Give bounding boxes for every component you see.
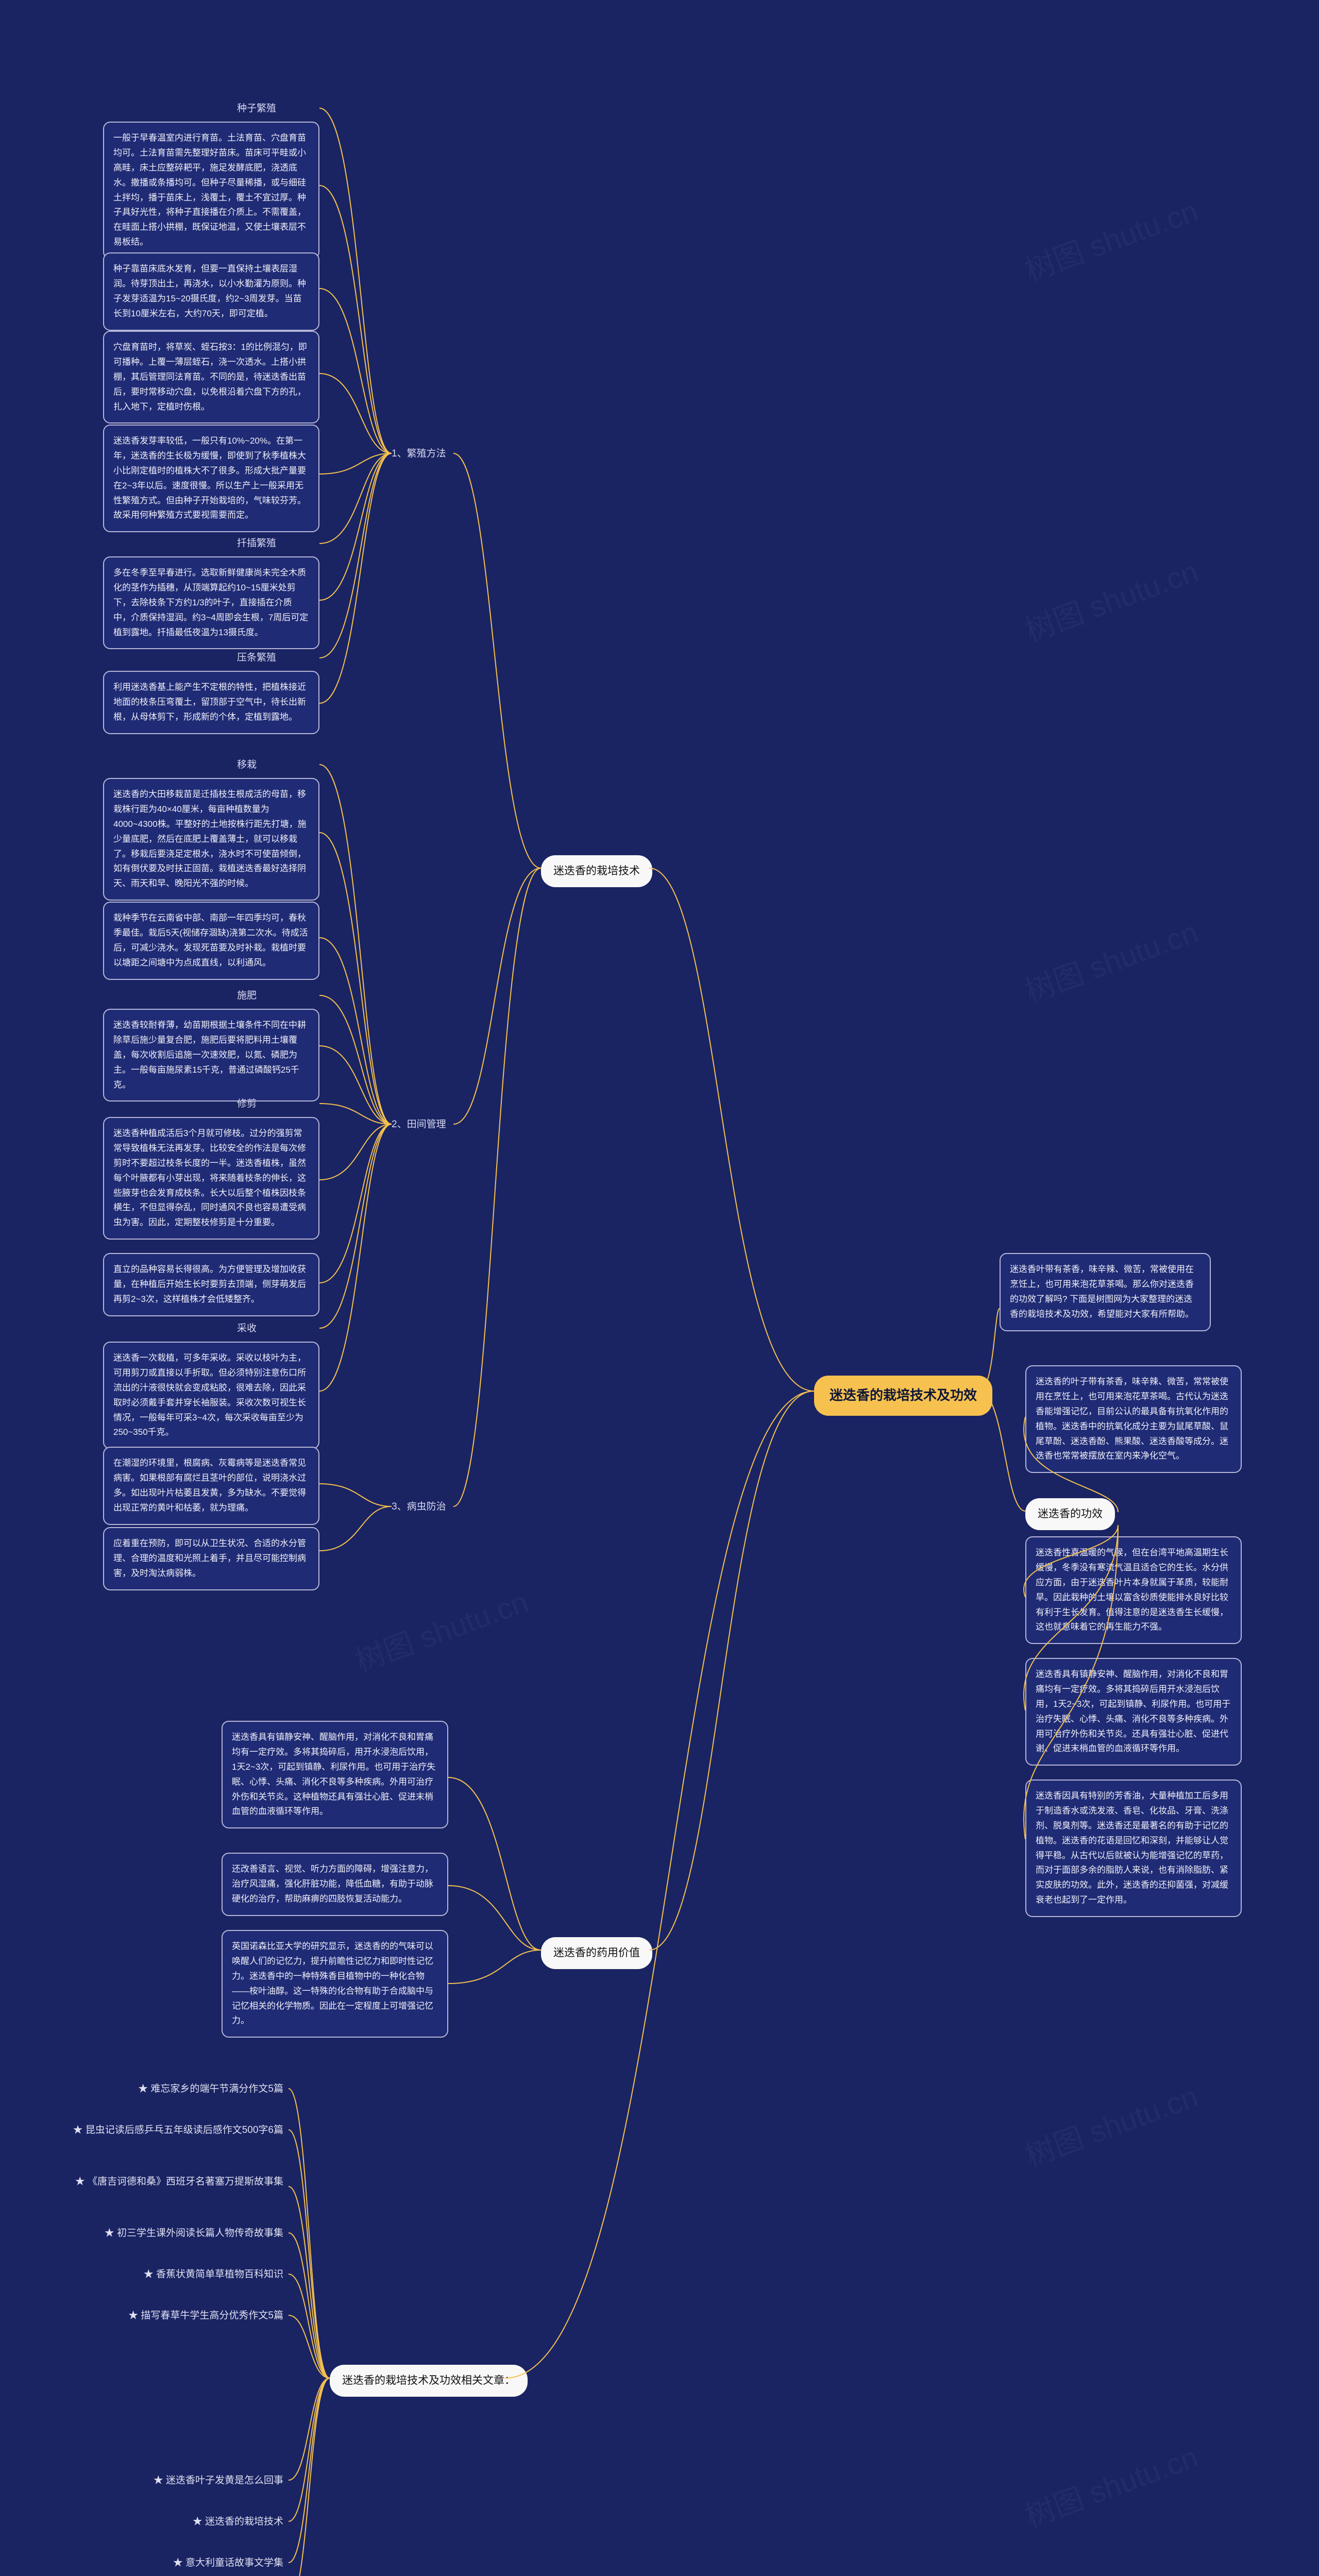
effects-item-1: 迷迭香性喜温暖的气候，但在台湾平地高温期生长缓慢，冬季没有寒流气温且适合它的生长… bbox=[1025, 1536, 1242, 1644]
medicinal-item-1: 还改善语言、视觉、听力方面的障碍，增强注意力，治疗风湿痛，强化肝脏功能，降低血糖… bbox=[222, 1853, 448, 1916]
effects-item-3: 迷迭香因具有特别的芳香油，大量种植加工后多用于制造香水或洗发液、香皂、化妆品、牙… bbox=[1025, 1780, 1242, 1917]
related-item-8[interactable]: ★ 意大利童话故事文学集 bbox=[149, 2555, 283, 2571]
root-node[interactable]: 迷迭香的栽培技术及功效 bbox=[814, 1376, 992, 1416]
watermark: 树图 shutu.cn bbox=[1018, 187, 1203, 289]
related-item-7[interactable]: ★ 迷迭香的栽培技术 bbox=[160, 2514, 283, 2530]
prop-item-7: 压条繁殖 bbox=[237, 650, 276, 666]
related-item-5[interactable]: ★ 描写春草牛学生高分优秀作文5篇 bbox=[93, 2308, 283, 2324]
related-item-4[interactable]: ★ 香蕉状黄简单草植物百科知识 bbox=[113, 2267, 283, 2282]
intro-text: 迷迭香叶带有茶香，味辛辣、微苦，常被使用在烹饪上，也可用来泡花草茶喝。那么你对迷… bbox=[1001, 1254, 1210, 1330]
medicinal-item-2: 英国诺森比亚大学的研究显示，迷迭香的的气味可以唤醒人们的记忆力，提升前瞻性记忆力… bbox=[222, 1930, 448, 2038]
section-propagation-label: 1、繁殖方法 bbox=[392, 446, 446, 462]
field-item-3: 施肥 bbox=[237, 988, 257, 1004]
branch-cultivation[interactable]: 迷迭香的栽培技术 bbox=[541, 855, 652, 887]
leaf-text: 栽种季节在云南省中部、南部一年四季均可，春秋季最佳。栽后5天(视储存涸缺)浇第二… bbox=[104, 903, 318, 979]
intro-block: 迷迭香叶带有茶香，味辛辣、微苦，常被使用在烹饪上，也可用来泡花草茶喝。那么你对迷… bbox=[1000, 1253, 1211, 1331]
leaf-text: 迷迭香具有镇静安神、醒脑作用，对消化不良和胃痛均有一定疗效。多将其捣碎后，用开水… bbox=[223, 1722, 447, 1827]
leaf-text: 还改善语言、视觉、听力方面的障碍，增强注意力，治疗风湿痛，强化肝脏功能，降低血糖… bbox=[223, 1854, 447, 1915]
watermark: 树图 shutu.cn bbox=[1018, 2433, 1203, 2535]
leaf-text: 穴盘育苗时，将草炭、蛭石按3：1的比例混匀，即可播种。上覆一薄层蛭石，浇一次透水… bbox=[104, 332, 318, 422]
leaf-text: 英国诺森比亚大学的研究显示，迷迭香的的气味可以唤醒人们的记忆力，提升前瞻性记忆力… bbox=[223, 1931, 447, 2037]
related-item-1[interactable]: ★ 昆虫记读后感乒乓五年级读后感作文500字6篇 bbox=[52, 2123, 283, 2138]
link-text: ★ 迷迭香的栽培技术 bbox=[193, 2514, 283, 2530]
link-text: ★ 意大利童话故事文学集 bbox=[173, 2555, 283, 2571]
section-field-label: 2、田间管理 bbox=[392, 1117, 446, 1132]
effects-item-0: 迷迭香的叶子带有茶香，味辛辣、微苦，常常被使用在烹饪上，也可用来泡花草茶喝。古代… bbox=[1025, 1365, 1242, 1473]
section-disease-label: 3、病虫防治 bbox=[392, 1499, 446, 1515]
branch-related-label: 迷迭香的栽培技术及功效相关文章： bbox=[330, 2365, 528, 2397]
link-text: ★ 香蕉状黄简单草植物百科知识 bbox=[144, 2267, 283, 2282]
disease-item-1: 应着重在预防，即可以从卫生状况、合适的水分管理、合理的温度和光照上着手，并且尽可… bbox=[103, 1527, 319, 1590]
field-item-2: 栽种季节在云南省中部、南部一年四季均可，春秋季最佳。栽后5天(视储存涸缺)浇第二… bbox=[103, 902, 319, 980]
field-item-4: 迷迭香较耐脊薄，幼苗期根据土壤条件不同在中耕除草后施少量复合肥，施肥后要将肥料用… bbox=[103, 1009, 319, 1101]
branch-effects-label: 迷迭香的功效 bbox=[1025, 1498, 1115, 1530]
field-item-6: 迷迭香种植成活后3个月就可修枝。过分的强剪常常导致植株无法再发芽。比较安全的作法… bbox=[103, 1117, 319, 1240]
prop-item-2: 种子靠苗床底水发育，但要一直保持土壤表层湿润。待芽顶出土，再浇水，以小水勤灌为原… bbox=[103, 252, 319, 331]
branch-medicinal[interactable]: 迷迭香的药用价值 bbox=[541, 1937, 652, 1969]
section-disease[interactable]: 3、病虫防治 bbox=[392, 1499, 446, 1515]
effects-item-2: 迷迭香具有镇静安神、醒脑作用，对消化不良和胃痛均有一定疗效。多将其捣碎后用开水浸… bbox=[1025, 1658, 1242, 1766]
link-text: ★ 昆虫记读后感乒乓五年级读后感作文500字6篇 bbox=[73, 2123, 283, 2138]
leaf-text: 迷迭香性喜温暖的气候，但在台湾平地高温期生长缓慢，冬季没有寒流气温且适合它的生长… bbox=[1026, 1537, 1241, 1643]
field-item-5: 修剪 bbox=[237, 1096, 257, 1112]
branch-related[interactable]: 迷迭香的栽培技术及功效相关文章： bbox=[330, 2365, 528, 2397]
field-item-9: 迷迭香一次栽植，可多年采收。采收以枝叶为主，可用剪刀或直接以手折取。但必须特别注… bbox=[103, 1342, 319, 1449]
leaf-label: 种子繁殖 bbox=[237, 101, 276, 116]
prop-item-3: 穴盘育苗时，将草炭、蛭石按3：1的比例混匀，即可播种。上覆一薄层蛭石，浇一次透水… bbox=[103, 331, 319, 423]
prop-item-5: 扦插繁殖 bbox=[237, 536, 276, 551]
leaf-text: 应着重在预防，即可以从卫生状况、合适的水分管理、合理的温度和光照上着手，并且尽可… bbox=[104, 1528, 318, 1589]
watermark: 树图 shutu.cn bbox=[1018, 2072, 1203, 2175]
leaf-label: 扦插繁殖 bbox=[237, 536, 276, 551]
leaf-text: 迷迭香一次栽植，可多年采收。采收以枝叶为主，可用剪刀或直接以手折取。但必须特别注… bbox=[104, 1343, 318, 1448]
related-item-6[interactable]: ★ 迷迭香叶子发黄是怎么回事 bbox=[124, 2473, 283, 2488]
leaf-label: 压条繁殖 bbox=[237, 650, 276, 666]
leaf-text: 多在冬季至早春进行。选取新鲜健康尚未完全木质化的茎作为插穗，从顶端算起约10~1… bbox=[104, 557, 318, 648]
leaf-text: 迷迭香发芽率较低，一般只有10%~20%。在第一年，迷迭香的生长极为缓慢，即使到… bbox=[104, 426, 318, 531]
leaf-text: 迷迭香较耐脊薄，幼苗期根据土壤条件不同在中耕除草后施少量复合肥，施肥后要将肥料用… bbox=[104, 1010, 318, 1100]
leaf-text: 迷迭香的大田移栽苗是迁插枝生根成活的母苗，移栽株行距为40×40厘米，每亩种植数… bbox=[104, 779, 318, 900]
related-item-0[interactable]: ★ 难忘家乡的端午节满分作文5篇 bbox=[88, 2081, 283, 2097]
leaf-label: 采收 bbox=[237, 1321, 257, 1336]
branch-cultivation-label: 迷迭香的栽培技术 bbox=[541, 855, 652, 887]
prop-item-1: 一般于早春温室内进行育苗。土法育苗、穴盘育苗均可。土法育苗需先整理好苗床。苗床可… bbox=[103, 122, 319, 259]
prop-item-4: 迷迭香发芽率较低，一般只有10%~20%。在第一年，迷迭香的生长极为缓慢，即使到… bbox=[103, 425, 319, 532]
section-field[interactable]: 2、田间管理 bbox=[392, 1117, 446, 1132]
watermark: 树图 shutu.cn bbox=[1018, 908, 1203, 1010]
field-item-8: 采收 bbox=[237, 1321, 257, 1336]
watermark: 树图 shutu.cn bbox=[348, 1578, 533, 1680]
leaf-text: 迷迭香的叶子带有茶香，味辛辣、微苦，常常被使用在烹饪上，也可用来泡花草茶喝。古代… bbox=[1026, 1366, 1241, 1472]
leaf-label: 施肥 bbox=[237, 988, 257, 1004]
link-text: ★ 《唐吉诃德和桑》西班牙名著塞万提斯故事集 bbox=[75, 2174, 283, 2190]
section-propagation[interactable]: 1、繁殖方法 bbox=[392, 446, 446, 462]
leaf-text: 种子靠苗床底水发育，但要一直保持土壤表层湿润。待芽顶出土，再浇水，以小水勤灌为原… bbox=[104, 253, 318, 330]
root-label: 迷迭香的栽培技术及功效 bbox=[814, 1376, 992, 1416]
branch-medicinal-label: 迷迭香的药用价值 bbox=[541, 1937, 652, 1969]
field-item-7: 直立的品种容易长得很高。为方便管理及增加收获量，在种植后开始生长时要剪去顶端，侧… bbox=[103, 1253, 319, 1316]
leaf-text: 直立的品种容易长得很高。为方便管理及增加收获量，在种植后开始生长时要剪去顶端，侧… bbox=[104, 1254, 318, 1315]
link-text: ★ 初三学生课外阅读长篇人物传奇故事集 bbox=[105, 2226, 283, 2241]
leaf-text: 利用迷迭香基上能产生不定根的特性，把植株接近地面的枝条压弯覆土，留顶部于空气中，… bbox=[104, 672, 318, 733]
link-text: ★ 迷迭香叶子发黄是怎么回事 bbox=[154, 2473, 283, 2488]
leaf-text: 在潮湿的环境里，根腐病、灰霉病等是迷迭香常见病害。如果根部有腐烂且茎叶的部位，说… bbox=[104, 1448, 318, 1524]
related-item-3[interactable]: ★ 初三学生课外阅读长篇人物传奇故事集 bbox=[72, 2226, 283, 2241]
leaf-label: 移栽 bbox=[237, 757, 257, 773]
prop-item-0: 种子繁殖 bbox=[237, 101, 276, 116]
field-item-1: 迷迭香的大田移栽苗是迁插枝生根成活的母苗，移栽株行距为40×40厘米，每亩种植数… bbox=[103, 778, 319, 901]
disease-item-0: 在潮湿的环境里，根腐病、灰霉病等是迷迭香常见病害。如果根部有腐烂且茎叶的部位，说… bbox=[103, 1447, 319, 1525]
link-text: ★ 难忘家乡的端午节满分作文5篇 bbox=[138, 2081, 283, 2097]
related-item-2[interactable]: ★ 《唐吉诃德和桑》西班牙名著塞万提斯故事集 bbox=[31, 2174, 283, 2190]
leaf-text: 迷迭香因具有特别的芳香油，大量种植加工后多用于制造香水或洗发液、香皂、化妆品、牙… bbox=[1026, 1781, 1241, 1916]
prop-item-6: 多在冬季至早春进行。选取新鲜健康尚未完全木质化的茎作为插穗，从顶端算起约10~1… bbox=[103, 556, 319, 649]
field-item-0: 移栽 bbox=[237, 757, 257, 773]
branch-effects[interactable]: 迷迭香的功效 bbox=[1025, 1498, 1115, 1530]
watermark: 树图 shutu.cn bbox=[1018, 547, 1203, 650]
link-text: ★ 描写春草牛学生高分优秀作文5篇 bbox=[128, 2308, 283, 2324]
leaf-text: 迷迭香具有镇静安神、醒脑作用，对消化不良和胃痛均有一定疗效。多将其捣碎后用开水浸… bbox=[1026, 1659, 1241, 1765]
medicinal-item-0: 迷迭香具有镇静安神、醒脑作用，对消化不良和胃痛均有一定疗效。多将其捣碎后，用开水… bbox=[222, 1721, 448, 1828]
prop-item-8: 利用迷迭香基上能产生不定根的特性，把植株接近地面的枝条压弯覆土，留顶部于空气中，… bbox=[103, 671, 319, 734]
leaf-text: 迷迭香种植成活后3个月就可修枝。过分的强剪常常导致植株无法再发芽。比较安全的作法… bbox=[104, 1118, 318, 1239]
leaf-text: 一般于早春温室内进行育苗。土法育苗、穴盘育苗均可。土法育苗需先整理好苗床。苗床可… bbox=[104, 123, 318, 258]
leaf-label: 修剪 bbox=[237, 1096, 257, 1112]
